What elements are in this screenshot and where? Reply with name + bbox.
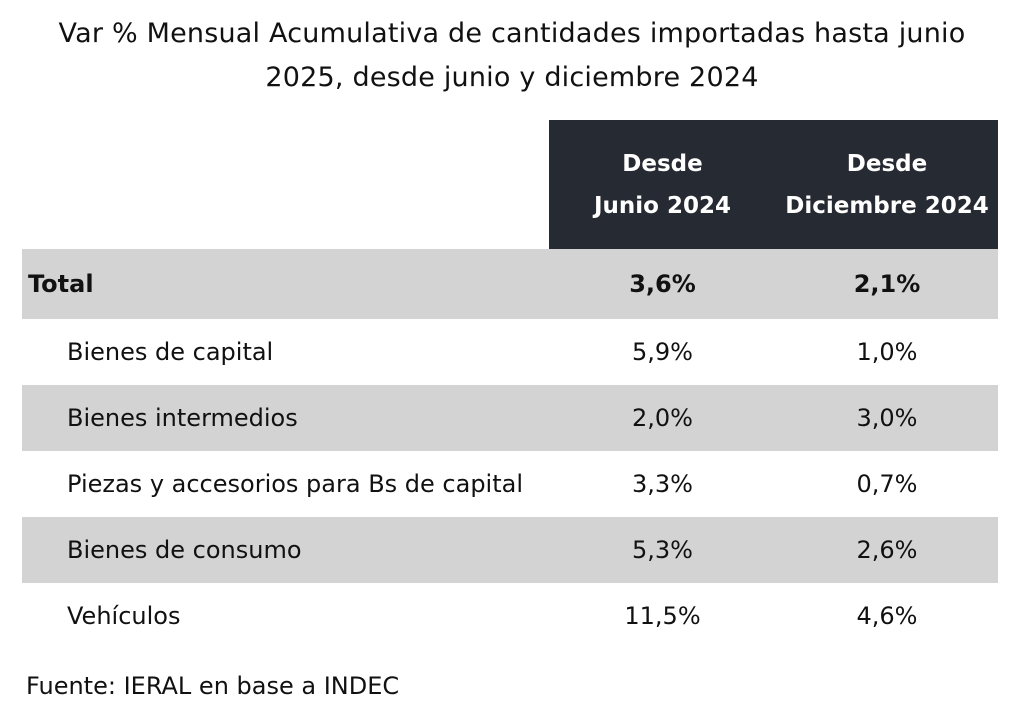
table-header: Desde Junio 2024 Desde Diciembre 2024	[22, 120, 998, 249]
data-table: Desde Junio 2024 Desde Diciembre 2024 To…	[22, 120, 998, 649]
row-label: Bienes de capital	[67, 338, 274, 366]
column-header-diciembre-2024: Desde Diciembre 2024	[776, 120, 998, 249]
table-title-line-2: 2025, desde junio y diciembre 2024	[265, 62, 759, 93]
table-title: Var % Mensual Acumulativa de cantidades …	[0, 12, 1024, 100]
row-label: Bienes de consumo	[67, 536, 302, 564]
source-note: Fuente: IERAL en base a INDEC	[26, 672, 400, 700]
table-row: Piezas y accesorios para Bs de capital 3…	[22, 451, 998, 517]
column-header-line-2: Diciembre 2024	[785, 192, 989, 219]
table-row: Bienes intermedios 2,0% 3,0%	[22, 385, 998, 451]
table-row: Bienes de consumo 5,3% 2,6%	[22, 517, 998, 583]
cell-value-desde-junio: 5,3%	[632, 536, 693, 564]
cell-value-desde-diciembre: 2,1%	[853, 270, 921, 298]
cell-value-desde-diciembre: 1,0%	[856, 338, 918, 366]
cell-value-desde-junio: 11,5%	[624, 602, 701, 630]
column-header-line-1: Desde	[622, 150, 703, 177]
table-title-line-1: Var % Mensual Acumulativa de cantidades …	[58, 18, 966, 49]
cell-value-desde-diciembre: 0,7%	[856, 470, 918, 498]
row-label: Vehículos	[67, 602, 181, 630]
table-row-total: Total 3,6% 2,1%	[22, 249, 998, 319]
table-row: Bienes de capital 5,9% 1,0%	[22, 319, 998, 385]
cell-value-desde-junio: 2,0%	[632, 404, 693, 432]
cell-value-desde-junio: 3,6%	[629, 270, 696, 298]
cell-value-desde-junio: 5,9%	[632, 338, 693, 366]
header-background	[549, 120, 998, 249]
cell-value-desde-diciembre: 4,6%	[856, 602, 918, 630]
column-header-line-2: Junio 2024	[593, 192, 731, 219]
cell-value-desde-junio: 3,3%	[632, 470, 693, 498]
row-label: Bienes intermedios	[67, 404, 298, 432]
row-label: Piezas y accesorios para Bs de capital	[67, 470, 524, 498]
cell-value-desde-diciembre: 3,0%	[856, 404, 918, 432]
table-row: Vehículos 11,5% 4,6%	[22, 583, 998, 649]
column-header-junio-2024: Desde Junio 2024	[549, 120, 776, 249]
column-header-line-1: Desde	[846, 150, 928, 177]
row-label: Total	[28, 270, 94, 298]
cell-value-desde-diciembre: 2,6%	[856, 536, 918, 564]
